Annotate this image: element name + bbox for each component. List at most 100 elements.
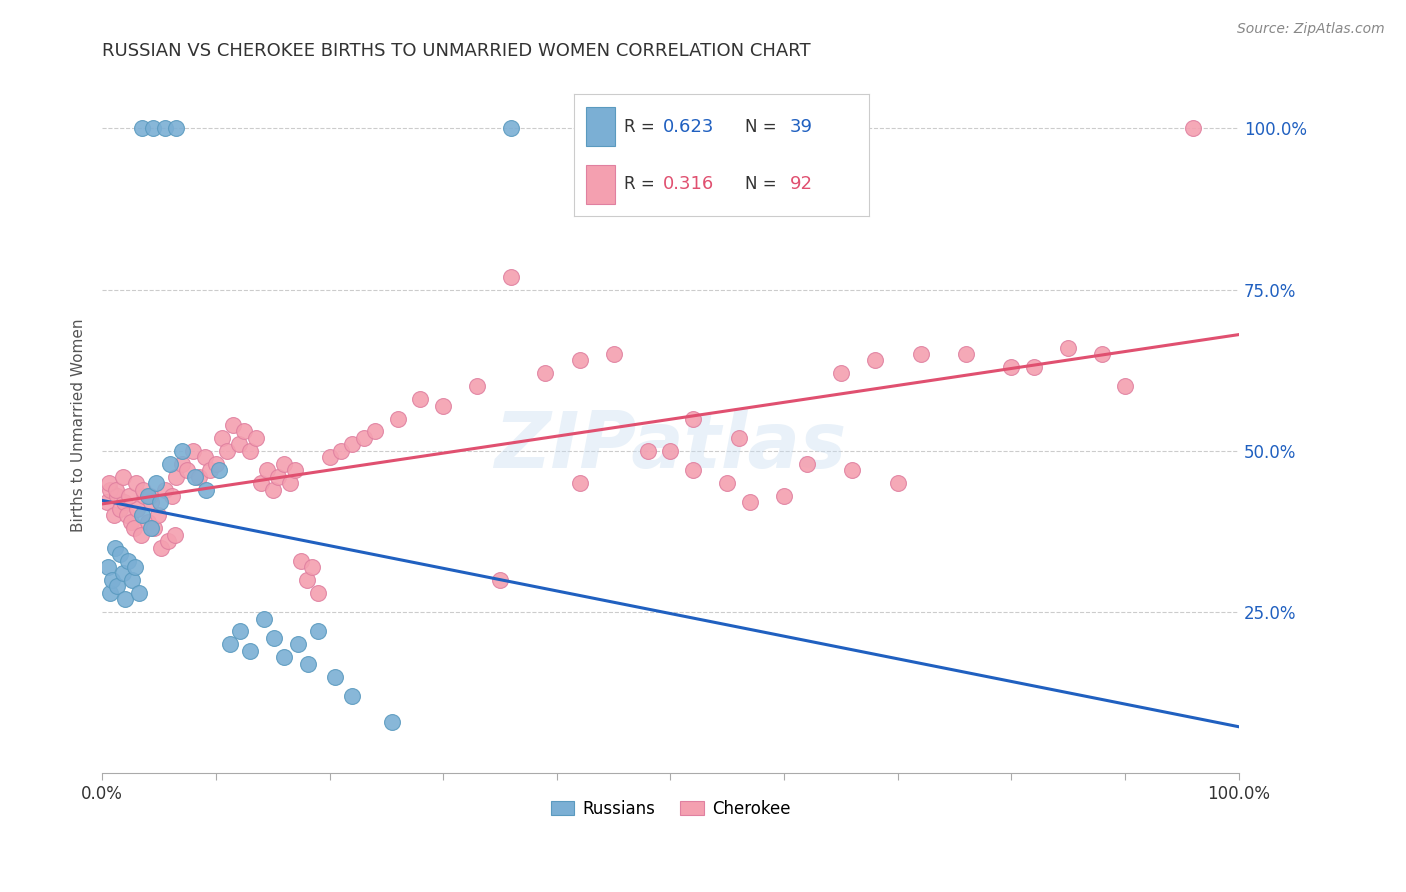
Point [97, 560, 120, 574]
Point [110, 547, 132, 561]
Point [127, 502, 149, 516]
Point [841, 463, 863, 477]
Point [263, 631, 285, 645]
Point [267, 469, 290, 483]
Point [128, 586, 150, 600]
Point [208, 463, 231, 477]
Point [139, 521, 162, 535]
Point [278, 476, 301, 491]
Point [153, 483, 176, 497]
Point [228, 437, 250, 451]
Point [143, 521, 166, 535]
Point [159, 457, 181, 471]
Point [568, 353, 591, 368]
Point [122, 521, 145, 535]
Point [103, 508, 125, 523]
Point [297, 657, 319, 671]
Point [501, 269, 523, 284]
Point [273, 650, 295, 665]
Point [139, 489, 162, 503]
Point [1057, 341, 1080, 355]
Point [738, 495, 761, 509]
Point [112, 495, 135, 509]
Point [318, 450, 340, 465]
Point [131, 121, 153, 136]
Point [1000, 359, 1022, 374]
Point [381, 714, 404, 729]
Point [284, 463, 307, 477]
Point [727, 431, 749, 445]
Point [211, 431, 233, 445]
Point [198, 463, 221, 477]
Point [184, 469, 207, 483]
Point [170, 457, 193, 471]
Point [205, 457, 228, 471]
Point [342, 689, 364, 703]
Point [250, 476, 273, 491]
Point [295, 573, 318, 587]
Point [101, 573, 124, 587]
Y-axis label: Births to Unmarried Women: Births to Unmarried Women [72, 318, 86, 532]
Point [132, 483, 155, 497]
Point [955, 347, 977, 361]
Point [176, 463, 198, 477]
Point [115, 508, 138, 523]
Point [153, 121, 176, 136]
Point [163, 527, 186, 541]
Point [329, 443, 352, 458]
Point [252, 611, 274, 625]
Point [364, 425, 387, 439]
Point [111, 566, 134, 581]
Point [105, 579, 128, 593]
Point [136, 515, 159, 529]
Point [104, 541, 127, 555]
Point [114, 592, 136, 607]
Point [218, 637, 240, 651]
Point [602, 347, 624, 361]
Point [489, 573, 512, 587]
Point [110, 502, 132, 516]
Point [773, 489, 796, 503]
Point [217, 443, 239, 458]
Point [307, 586, 329, 600]
Point [142, 121, 165, 136]
Text: ZIPatlas: ZIPatlas [495, 408, 846, 484]
Point [287, 637, 309, 651]
Legend: Russians, Cherokee: Russians, Cherokee [544, 793, 797, 824]
Point [136, 489, 159, 503]
Point [432, 399, 454, 413]
Point [239, 644, 262, 658]
Point [1091, 347, 1114, 361]
Point [139, 495, 162, 509]
Text: Source: ZipAtlas.com: Source: ZipAtlas.com [1237, 22, 1385, 37]
Point [165, 469, 187, 483]
Point [887, 476, 910, 491]
Point [150, 541, 173, 555]
Point [98, 586, 121, 600]
Point [387, 411, 409, 425]
Point [187, 469, 209, 483]
Point [145, 476, 167, 491]
Point [796, 457, 818, 471]
Point [170, 443, 193, 458]
Point [125, 476, 148, 491]
Point [659, 443, 682, 458]
Point [129, 527, 152, 541]
Point [98, 483, 121, 497]
Point [104, 483, 127, 497]
Point [245, 431, 267, 445]
Point [105, 489, 128, 503]
Point [131, 508, 153, 523]
Point [146, 508, 169, 523]
Point [1024, 359, 1046, 374]
Point [222, 417, 245, 432]
Point [117, 553, 139, 567]
Point [568, 476, 591, 491]
Point [111, 469, 134, 483]
Point [682, 411, 704, 425]
Point [256, 463, 278, 477]
Point [682, 463, 704, 477]
Point [121, 573, 143, 587]
Point [193, 450, 215, 465]
Point [1182, 121, 1205, 136]
